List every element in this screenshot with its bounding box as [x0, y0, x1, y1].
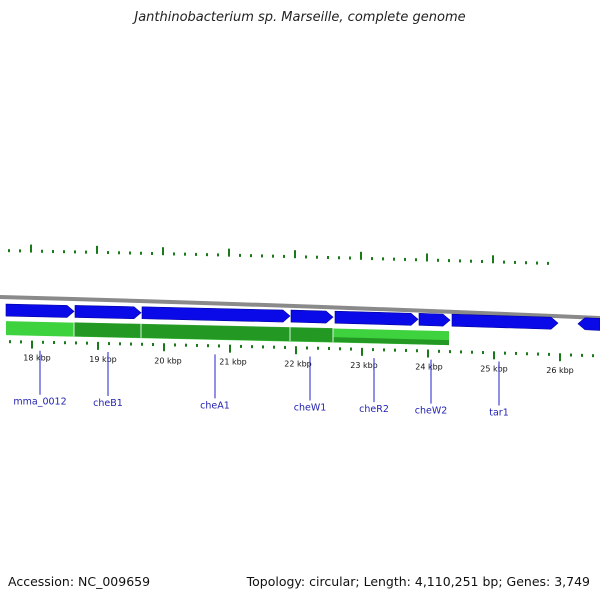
outer-tick-row — [8, 244, 549, 265]
scale-label: 25 kbp — [480, 364, 508, 373]
gene-label[interactable]: cheA1 — [200, 400, 230, 411]
operon-band-dark — [74, 322, 333, 343]
map-title: Janthinobacterium sp. Marseille, complet… — [134, 10, 466, 25]
operon-band — [6, 321, 449, 346]
gene-label[interactable]: tar1 — [489, 407, 509, 418]
gene-label[interactable]: cheB1 — [93, 398, 123, 409]
scale-label: 23 kbp — [350, 361, 378, 370]
scale-label: 22 kbp — [284, 359, 312, 368]
scale-tick-row — [9, 340, 594, 362]
scale-label: 24 kbp — [415, 363, 443, 372]
gene-label[interactable]: cheW1 — [294, 403, 327, 414]
gene-arrow — [451, 313, 559, 330]
gene-arrow — [141, 306, 291, 323]
genome-backbone — [0, 295, 600, 320]
accession-text: Accession: NC_009659 — [8, 574, 151, 589]
scale-label: 26 kbp — [546, 366, 574, 375]
scale-label: 19 kbp — [89, 355, 117, 364]
gene-arrow — [334, 310, 419, 326]
gene-arrow — [418, 312, 451, 327]
gene-callouts: mma_0012 cheB1 cheA1 cheW1 cheR2 cheW2 tar1 — [13, 350, 509, 418]
gene-arrow — [5, 303, 75, 318]
gene-track — [5, 303, 600, 331]
scale-label: 21 kbp — [219, 358, 247, 367]
operon-band-edge — [333, 337, 449, 346]
gene-label[interactable]: mma_0012 — [13, 397, 66, 408]
gene-arrow — [577, 317, 600, 331]
topology-summary: Topology: circular; Length: 4,110,251 bp… — [246, 574, 590, 589]
gene-label[interactable]: cheW2 — [415, 406, 448, 417]
scale-label: 18 kbp — [23, 354, 51, 363]
gene-arrow — [74, 305, 142, 320]
scale-label: 20 kbp — [154, 356, 182, 365]
scale-labels: 18 kbp 19 kbp 20 kbp 21 kbp 22 kbp 23 kbp 24 k… — [23, 354, 574, 376]
gene-arrow — [290, 309, 334, 324]
gene-label[interactable]: cheR2 — [359, 404, 389, 415]
